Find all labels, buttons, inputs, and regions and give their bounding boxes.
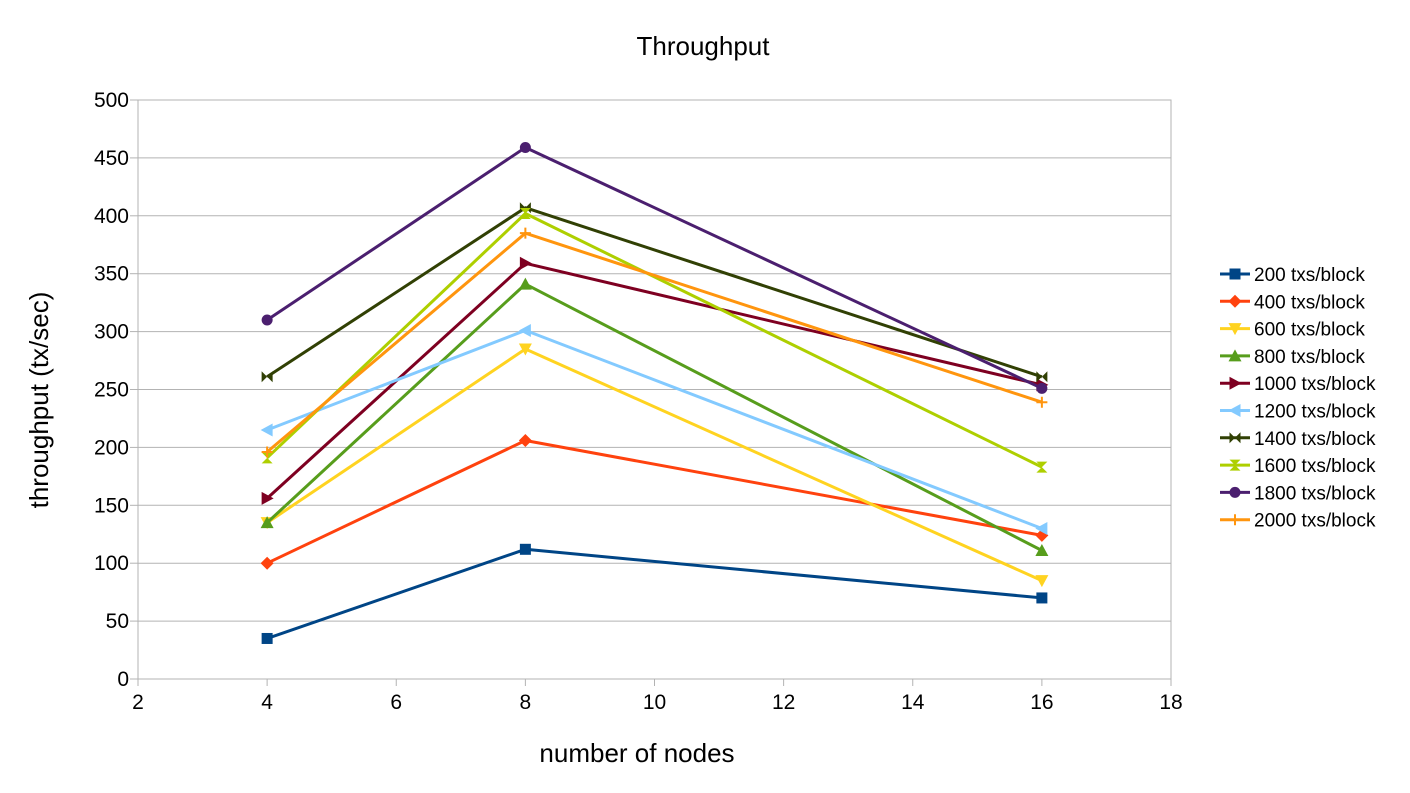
data-point (261, 491, 274, 505)
legend-marker (1229, 268, 1241, 280)
data-point (261, 632, 273, 644)
data-point (261, 452, 273, 464)
x-tick-label: 16 (1030, 691, 1053, 714)
data-point (261, 314, 273, 326)
data-point (519, 227, 531, 239)
data-point (518, 433, 532, 447)
y-tick-label: 0 (117, 668, 129, 691)
data-point (261, 446, 273, 458)
series-group (260, 141, 1049, 644)
x-tick-label: 18 (1159, 691, 1182, 714)
series-line (266, 328, 1043, 530)
data-point (1036, 592, 1048, 604)
y-tick-label: 150 (94, 494, 129, 517)
legend-item: 1200 txs/block (1220, 402, 1376, 423)
series-1200-txs-block (260, 323, 1048, 535)
legend-item: 400 txs/block (1220, 292, 1365, 313)
legend-item: 200 txs/block (1220, 265, 1365, 286)
legend-marker (1228, 323, 1242, 336)
data-point (519, 207, 531, 219)
legend-item: 1600 txs/block (1220, 456, 1376, 477)
chart-title: Throughput (637, 31, 771, 61)
legend-label: 1600 txs/block (1254, 456, 1376, 477)
x-tick-label: 4 (261, 691, 273, 714)
legend-item: 2000 txs/block (1220, 511, 1376, 532)
x-tick-label: 2 (132, 691, 144, 714)
legend-item: 800 txs/block (1220, 347, 1365, 368)
y-tick-label: 250 (94, 379, 129, 402)
data-point (1036, 461, 1048, 473)
legend-item: 1000 txs/block (1220, 374, 1376, 395)
legend-marker (1229, 514, 1241, 526)
legend-label: 800 txs/block (1254, 347, 1365, 368)
y-tick-label: 500 (94, 89, 129, 112)
y-tick-label: 400 (94, 205, 129, 228)
legend-label: 2000 txs/block (1254, 511, 1376, 532)
x-tick-label: 6 (390, 691, 402, 714)
legend-label: 200 txs/block (1254, 265, 1365, 286)
legend-label: 1200 txs/block (1254, 402, 1376, 423)
y-axis-ticks: 0 50 100 150 200 250 300 350 400 450 500 (94, 89, 138, 691)
y-tick-label: 300 (94, 321, 129, 344)
legend-label: 400 txs/block (1254, 292, 1365, 313)
series-600-txs-block (260, 343, 1049, 588)
series-1800-txs-block (261, 141, 1048, 394)
series-200-txs-block (261, 543, 1048, 644)
data-point (519, 141, 531, 153)
legend-marker (1228, 404, 1241, 417)
y-tick-label: 200 (94, 436, 129, 459)
legend-marker (1229, 486, 1241, 498)
data-point (1035, 575, 1049, 588)
series-line (266, 231, 1043, 454)
legend-item: 1800 txs/block (1220, 483, 1376, 504)
legend-marker (1229, 432, 1241, 444)
x-tick-label: 10 (643, 691, 666, 714)
y-axis-label: throughput (tx/sec) (24, 292, 54, 509)
x-tick-label: 8 (520, 691, 532, 714)
legend: 200 txs/block 400 txs/block 600 txs/block 8… (1220, 265, 1376, 532)
legend-item: 600 txs/block (1220, 320, 1365, 341)
data-point (1035, 543, 1049, 556)
y-tick-label: 50 (106, 610, 129, 633)
legend-label: 1400 txs/block (1254, 429, 1376, 450)
data-point (260, 423, 273, 437)
y-tick-label: 450 (94, 147, 129, 170)
data-point (261, 371, 273, 383)
legend-marker (1229, 376, 1242, 390)
data-point (519, 256, 532, 270)
series-line (266, 547, 1043, 640)
data-point (260, 556, 274, 570)
series-line (266, 212, 1043, 469)
legend-marker (1229, 459, 1241, 471)
series-400-txs-block (260, 433, 1049, 570)
x-axis-ticks: 2 4 6 8 10 12 14 16 18 (132, 679, 1183, 714)
data-point (1035, 521, 1048, 535)
series-line (266, 282, 1043, 552)
grid (138, 99, 1171, 680)
data-point (260, 516, 274, 529)
data-point (518, 343, 532, 356)
data-point (519, 543, 531, 555)
data-point (1036, 382, 1048, 394)
x-tick-label: 12 (772, 691, 795, 714)
data-point (1036, 371, 1048, 383)
legend-label: 1800 txs/block (1254, 483, 1376, 504)
y-tick-label: 350 (94, 263, 129, 286)
series-2000-txs-block (261, 227, 1048, 458)
data-point (518, 277, 532, 290)
legend-marker (1228, 294, 1242, 308)
legend-label: 600 txs/block (1254, 320, 1365, 341)
data-point (518, 323, 531, 337)
x-axis-label: number of nodes (539, 738, 734, 768)
series-line (266, 439, 1043, 565)
legend-label: 1000 txs/block (1254, 374, 1376, 395)
data-point (1036, 396, 1048, 408)
legend-marker (1228, 349, 1242, 362)
legend-item: 1400 txs/block (1220, 429, 1376, 450)
y-tick-label: 100 (94, 552, 129, 575)
series-1600-txs-block (261, 207, 1048, 473)
x-tick-label: 14 (901, 691, 925, 714)
